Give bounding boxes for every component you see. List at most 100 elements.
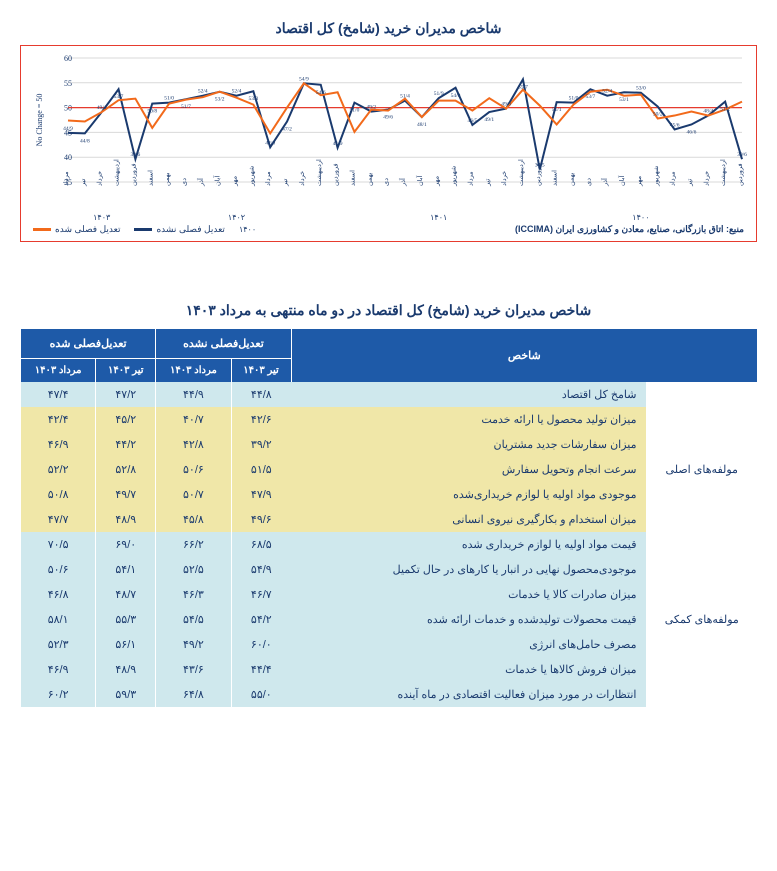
svg-text:بهمن: بهمن [164, 172, 171, 186]
svg-text:۱۴۰۲: ۱۴۰۲ [228, 213, 245, 222]
svg-text:اردیبهشت: اردیبهشت [315, 159, 323, 186]
row-value: ۵۶/۱ [96, 632, 156, 657]
svg-text:53/7: 53/7 [114, 94, 124, 100]
svg-text:مهر: مهر [636, 175, 643, 187]
svg-text:تیر: تیر [80, 178, 87, 187]
svg-text:مرداد: مرداد [264, 171, 272, 186]
svg-text:50/2: 50/2 [653, 112, 663, 118]
svg-text:فروردین: فروردین [535, 163, 542, 186]
svg-text:49/2: 49/2 [366, 105, 376, 111]
svg-text:39/6: 39/6 [131, 152, 141, 158]
row-value: ۵۲/۲ [21, 457, 96, 482]
group-label [646, 382, 757, 407]
row-value: ۴۶/۷ [231, 582, 291, 607]
svg-text:۱۴۰۳: ۱۴۰۳ [93, 213, 111, 222]
row-value: ۶۸/۵ [231, 532, 291, 557]
row-name: مصرف حامل‌های انرژی [291, 632, 646, 657]
svg-text:اسفند: اسفند [551, 170, 559, 186]
row-value: ۳۹/۲ [231, 432, 291, 457]
svg-text:51/0: 51/0 [164, 96, 174, 102]
svg-text:52/4: 52/4 [602, 89, 612, 95]
row-value: ۵۵/۰ [231, 682, 291, 707]
row-value: ۴۶/۹ [21, 432, 96, 457]
svg-text:54/9: 54/9 [299, 76, 309, 82]
svg-text:50/8: 50/8 [147, 109, 157, 115]
row-value: ۶۶/۲ [156, 532, 231, 557]
row-value: ۴۸/۷ [96, 582, 156, 607]
svg-text:47/2: 47/2 [282, 126, 292, 132]
th-seasonal: تعدیل‌فصلی شده [21, 329, 156, 359]
svg-text:42/0: 42/0 [265, 140, 275, 146]
svg-text:51/0: 51/0 [569, 96, 579, 102]
svg-text:54/0: 54/0 [451, 93, 461, 99]
svg-text:دی: دی [181, 178, 188, 186]
row-value: ۴۵/۲ [96, 407, 156, 432]
row-value: ۴۹/۶ [231, 507, 291, 532]
row-value: ۴۲/۴ [21, 407, 96, 432]
row-value: ۷۰/۵ [21, 532, 96, 557]
svg-text:46/6: 46/6 [687, 129, 697, 135]
row-name: میزان تولید محصول یا ارائه خدمت [291, 407, 646, 432]
svg-text:شهریور: شهریور [653, 165, 660, 187]
row-value: ۴۴/۴ [231, 657, 291, 682]
row-name: انتظارات در مورد میزان فعالیت اقتصادی در… [291, 682, 646, 707]
row-value: ۴۷/۴ [21, 382, 96, 407]
svg-text:49/6: 49/6 [383, 115, 393, 121]
svg-text:مهر: مهر [232, 175, 239, 187]
svg-text:52/4: 52/4 [198, 89, 208, 95]
svg-text:اسفند: اسفند [146, 170, 154, 186]
chart-container: 35404550556050 = No Change39/651/248/446… [20, 45, 757, 242]
legend-item-not-seasonal: تعدیل فصلی نشده [134, 224, 224, 235]
svg-text:49/1: 49/1 [484, 117, 494, 123]
svg-text:شهریور: شهریور [451, 165, 458, 187]
svg-text:شهریور: شهریور [248, 165, 255, 187]
row-name: موجودی مواد اولیه یا لوازم خریداری‌شده [291, 482, 646, 507]
svg-text:53/0: 53/0 [636, 86, 646, 92]
legend-year: ۱۴۰۰ [239, 225, 256, 234]
row-name: میزان استخدام و بکارگیری نیروی انسانی [291, 507, 646, 532]
svg-text:خرداد: خرداد [702, 171, 710, 186]
row-value: ۵۰/۶ [156, 457, 231, 482]
pmi-chart: 35404550556050 = No Change39/651/248/446… [30, 52, 750, 222]
row-value: ۴۰/۷ [156, 407, 231, 432]
row-value: ۵۰/۸ [21, 482, 96, 507]
svg-text:آبان: آبان [616, 174, 626, 186]
legend-label: تعدیل فصلی نشده [156, 224, 224, 235]
row-value: ۴۵/۸ [156, 507, 231, 532]
legend-item-seasonal: تعدیل فصلی شده [33, 224, 120, 235]
svg-text:51/7: 51/7 [181, 104, 191, 110]
legend: ۱۴۰۰ تعدیل فصلی نشده تعدیل فصلی شده [33, 224, 256, 235]
svg-text:دی: دی [585, 178, 592, 186]
th-index: شاخص [291, 329, 757, 382]
svg-text:خرداد: خرداد [298, 171, 306, 186]
row-name: موجودی‌محصول نهایی در انبار یا کارهای در… [291, 557, 646, 582]
row-value: ۴۹/۲ [156, 632, 231, 657]
svg-text:مرداد: مرداد [62, 171, 70, 186]
row-value: ۶۰/۲ [21, 682, 96, 707]
table-row: شامخ کل اقتصاد۴۴/۸۴۴/۹۴۷/۲۴۷/۴ [21, 382, 758, 407]
svg-text:اردیبهشت: اردیبهشت [113, 159, 121, 186]
row-value: ۴۶/۸ [21, 582, 96, 607]
svg-text:۱۴۰۱: ۱۴۰۱ [430, 213, 447, 222]
row-value: ۵۲/۵ [156, 557, 231, 582]
row-value: ۶۰/۰ [231, 632, 291, 657]
legend-swatch [134, 228, 152, 231]
row-value: ۵۲/۳ [21, 632, 96, 657]
svg-text:39/6: 39/6 [737, 152, 747, 158]
svg-text:دی: دی [383, 178, 390, 186]
svg-text:فروردین: فروردین [333, 163, 340, 186]
row-value: ۴۹/۷ [96, 482, 156, 507]
svg-text:51/4: 51/4 [400, 94, 410, 100]
svg-text:49/8: 49/8 [501, 102, 511, 108]
th-sub: تیر ۱۴۰۳ [231, 359, 291, 383]
svg-text:اسفند: اسفند [348, 170, 356, 186]
svg-text:فروردین: فروردین [130, 163, 137, 186]
row-value: ۴۸/۹ [96, 657, 156, 682]
table-row: مولفه‌های اصلیمیزان تولید محصول یا ارائه… [21, 407, 758, 432]
row-value: ۴۴/۲ [96, 432, 156, 457]
svg-text:60: 60 [64, 54, 72, 63]
svg-text:خرداد: خرداد [96, 171, 104, 186]
table-title: شاخص مدیران خرید (شامخ) کل اقتصاد در دو … [20, 302, 757, 319]
svg-text:فروردین: فروردین [737, 163, 744, 186]
chart-source: منبع: اتاق بازرگانی، صنایع، معادن و کشاو… [515, 224, 744, 235]
